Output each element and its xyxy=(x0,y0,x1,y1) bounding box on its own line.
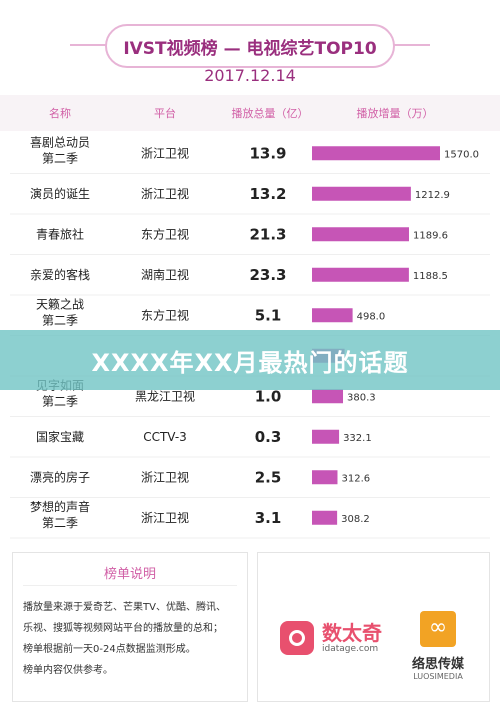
row-platform: 浙江卫视 xyxy=(141,145,189,160)
row-total: 21.3 xyxy=(249,225,286,243)
row-platform: 东方卫视 xyxy=(141,226,189,241)
column-header: 名称 xyxy=(49,106,71,120)
row-platform: 浙江卫视 xyxy=(141,469,189,484)
row-platform: 浙江卫视 xyxy=(141,510,189,525)
notes-heading: 榜单说明 xyxy=(103,567,156,582)
column-header: 播放增量（万） xyxy=(357,106,434,120)
column-header: 平台 xyxy=(154,106,176,120)
luosi-logo-sub: LUOSIMEDIA xyxy=(413,672,463,681)
row-platform: CCTV-3 xyxy=(143,430,187,444)
row-platform: 湖南卫视 xyxy=(141,267,189,282)
idatage-logo-sub: idatage.com xyxy=(322,644,379,654)
luosi-logo-name: 络思传媒 xyxy=(411,657,464,672)
row-name: 第二季 xyxy=(42,313,78,327)
increase-label: 332.1 xyxy=(343,433,372,444)
notes-body: 播放量来源于爱奇艺、芒果TV、优酷、腾讯、 乐视、搜狐等视频网站平台的播放量的总… xyxy=(23,597,241,681)
row-name: 第二季 xyxy=(42,394,78,408)
notes-line: 榜单根据前一天0-24点数据监测形成。 xyxy=(23,644,196,655)
increase-bar xyxy=(312,510,338,525)
row-name: 第二季 xyxy=(42,516,78,530)
notes-line: 播放量来源于爱奇艺、芒果TV、优酷、腾讯、 xyxy=(23,602,226,613)
increase-label: 1570.0 xyxy=(444,149,479,160)
row-total: 1.0 xyxy=(255,387,282,405)
logos-panel: 数太奇 idatage.com 络思传媒 LUOSIMEDIA xyxy=(257,552,490,702)
idatage-logo: 数太奇 idatage.com xyxy=(280,621,382,655)
row-total: 0.3 xyxy=(255,428,282,446)
increase-bar xyxy=(312,227,409,242)
chart-date: 2017.12.14 xyxy=(204,66,296,85)
notes-panel: 榜单说明 播放量来源于爱奇艺、芒果TV、优酷、腾讯、 乐视、搜狐等视频网站平台的… xyxy=(12,552,248,702)
row-total: 23.3 xyxy=(249,266,286,284)
increase-label: 1189.6 xyxy=(413,230,448,241)
row-name: 第二季 xyxy=(42,151,78,165)
title-decoration-left xyxy=(70,44,106,46)
notes-line: 榜单内容仅供参考。 xyxy=(23,665,113,676)
increase-bar xyxy=(312,429,340,444)
idatage-logo-icon xyxy=(280,621,314,655)
row-total: 5.1 xyxy=(255,306,282,324)
row-total: 13.9 xyxy=(249,144,286,162)
increase-label: 312.6 xyxy=(341,473,370,484)
notes-line: 乐视、搜狐等视频网站平台的播放量的总和； xyxy=(23,623,223,634)
luosi-logo: 络思传媒 LUOSIMEDIA xyxy=(408,611,468,681)
row-name: 亲爱的客栈 xyxy=(30,267,90,282)
increase-bar xyxy=(312,470,338,485)
increase-bar xyxy=(312,186,411,201)
increase-bar xyxy=(312,389,344,404)
row-platform: 黑龙江卫视 xyxy=(135,388,195,403)
row-platform: 浙江卫视 xyxy=(141,186,189,201)
chart-title-box: IVST视频榜 — 电视综艺TOP10 xyxy=(105,24,395,68)
increase-label: 380.3 xyxy=(347,392,376,403)
increase-label: 1212.9 xyxy=(415,190,450,201)
increase-label: 1188.5 xyxy=(413,271,448,282)
row-platform: 东方卫视 xyxy=(141,307,189,322)
row-name: 喜剧总动员 xyxy=(30,135,90,149)
increase-bar xyxy=(312,267,409,282)
header-band xyxy=(0,95,500,131)
column-header: 播放总量（亿） xyxy=(232,106,309,120)
row-total: 3.1 xyxy=(255,509,282,527)
idatage-logo-name: 数太奇 xyxy=(322,621,382,645)
row-name: 青春旅社 xyxy=(36,226,84,241)
row-name: 梦想的声音 xyxy=(30,499,90,514)
banner-text: XXXX年XX月最热门的话题 xyxy=(91,348,409,377)
increase-bar xyxy=(312,308,353,323)
increase-label: 498.0 xyxy=(357,311,386,322)
row-name: 天籁之战 xyxy=(36,296,84,311)
row-name: 漂亮的房子 xyxy=(30,469,90,484)
luosi-logo-icon xyxy=(420,611,456,647)
row-total: 2.5 xyxy=(255,468,282,486)
row-total: 13.2 xyxy=(249,185,286,203)
chart-title: IVST视频榜 — 电视综艺TOP10 xyxy=(123,38,377,59)
increase-label: 308.2 xyxy=(341,514,370,525)
row-name: 国家宝藏 xyxy=(36,429,84,444)
topic-banner: XXXX年XX月最热门的话题 xyxy=(0,330,500,390)
title-decoration-right xyxy=(394,44,430,46)
notes-divider xyxy=(23,585,237,586)
row-name: 演员的诞生 xyxy=(30,186,90,201)
increase-bar xyxy=(312,146,440,161)
